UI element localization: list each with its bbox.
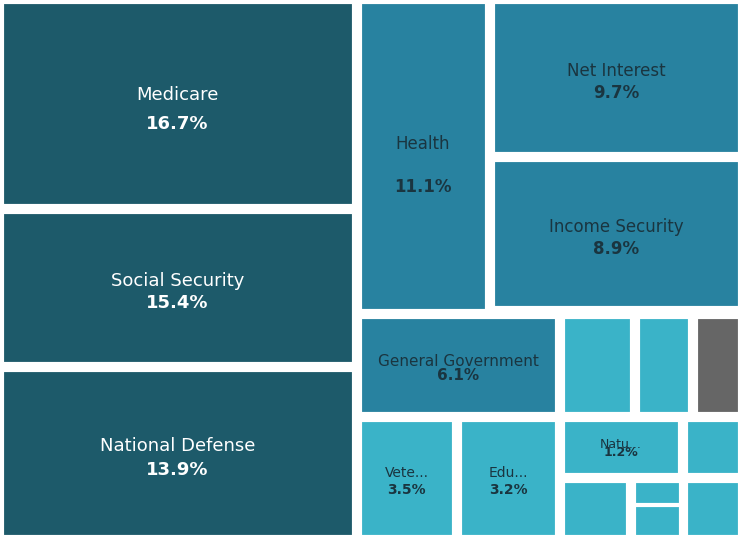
Text: Net Interest: Net Interest	[567, 62, 665, 80]
Bar	[633, 480, 681, 513]
Text: 8.9%: 8.9%	[593, 240, 639, 258]
Bar	[359, 419, 454, 537]
Text: General Government: General Government	[377, 353, 539, 368]
Text: 3.2%: 3.2%	[489, 483, 527, 497]
Text: Vete...: Vete...	[385, 466, 429, 480]
Text: Income Security: Income Security	[548, 219, 683, 236]
Bar	[633, 505, 681, 537]
Text: Health: Health	[396, 135, 450, 153]
Text: 3.5%: 3.5%	[387, 483, 426, 497]
Bar	[493, 160, 740, 307]
Bar	[696, 316, 740, 413]
Text: Natu...: Natu...	[600, 438, 642, 451]
Text: Medicare: Medicare	[136, 86, 219, 104]
Bar	[460, 419, 557, 537]
Bar	[562, 480, 627, 537]
Text: 13.9%: 13.9%	[147, 461, 209, 479]
Bar	[685, 419, 740, 474]
Text: 16.7%: 16.7%	[147, 115, 209, 133]
Text: 6.1%: 6.1%	[437, 367, 479, 382]
Bar	[685, 480, 740, 537]
Bar	[562, 419, 679, 474]
Bar	[359, 316, 557, 413]
Text: National Defense: National Defense	[100, 437, 255, 455]
Bar	[493, 2, 740, 154]
Bar	[638, 316, 690, 413]
Text: Edu...: Edu...	[488, 466, 527, 480]
Bar	[359, 2, 487, 311]
Text: 9.7%: 9.7%	[593, 84, 639, 102]
Text: 1.2%: 1.2%	[603, 446, 638, 459]
Bar	[1, 370, 353, 537]
Bar	[562, 316, 632, 413]
Text: 15.4%: 15.4%	[147, 294, 209, 312]
Bar	[1, 2, 353, 206]
Text: 11.1%: 11.1%	[394, 178, 452, 196]
Bar	[1, 212, 353, 364]
Text: Social Security: Social Security	[111, 272, 244, 291]
